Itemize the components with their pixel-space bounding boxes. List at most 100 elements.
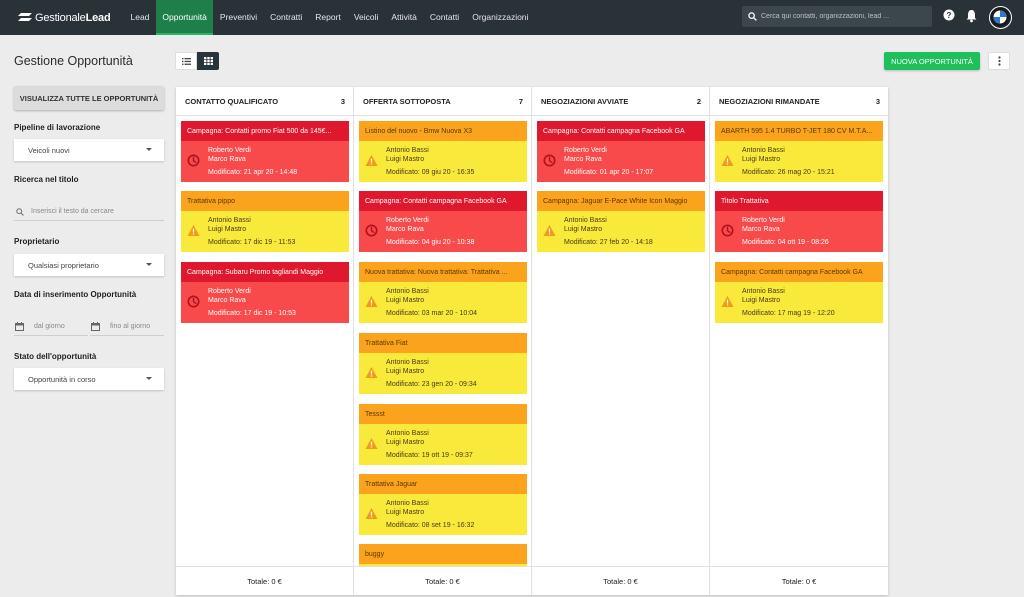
card-title[interactable]: Tessst — [359, 404, 527, 424]
clock-icon — [721, 224, 734, 237]
card-contact: Antonio Bassi — [564, 217, 607, 224]
card-contact: Roberto Verdi — [208, 147, 251, 154]
opportunity-card[interactable]: Campagna: Contatti campagna Facebook GA A… — [715, 262, 883, 323]
opportunity-card[interactable]: Campagna: Contatti campagna Facebook GA R… — [537, 121, 705, 182]
opportunity-card[interactable]: Campagna: Contatti campagna Facebook GA R… — [359, 191, 527, 252]
opportunity-card[interactable]: Campagna: Subaru Promo tagliandi Maggio R… — [181, 262, 349, 323]
nav-item-5[interactable]: Veicoli — [353, 12, 379, 22]
card-title[interactable]: Trattativa Jaguar — [359, 474, 527, 494]
opportunity-card[interactable]: Listino del nuovo - Bmw Nuova X3 Antonio … — [359, 121, 527, 182]
warning-icon — [721, 155, 734, 166]
kanban-board: CONTATTO QUALIFICATO 3 Campagna: Contatti … — [176, 87, 888, 595]
card-title[interactable]: Titolo Trattativa — [715, 191, 883, 211]
kanban-column: CONTATTO QUALIFICATO 3 Campagna: Contatti … — [176, 87, 354, 595]
show-all-opportunities-button[interactable]: VISUALIZZA TUTTE LE OPPORTUNITÀ — [14, 86, 164, 110]
search-icon — [748, 12, 757, 21]
card-title[interactable]: Campagna: Subaru Promo tagliandi Maggio — [181, 262, 349, 282]
card-title[interactable]: Nuova trattativa: Nuova trattativa: Trat… — [359, 262, 527, 282]
card-modified: Modificato: 17 mag 19 - 12:20 — [742, 310, 835, 317]
opportunity-card[interactable]: Tessst Antonio Bassi Luigi Mastro Modificat… — [359, 404, 527, 465]
help-icon[interactable]: ? — [943, 9, 955, 21]
title-search-field[interactable]: Inserisci il testo da cercare — [14, 203, 164, 221]
card-modified: Modificato: 09 giu 20 - 16:35 — [386, 169, 475, 176]
card-owner: Luigi Mastro — [742, 156, 781, 163]
top-navbar: GestionaleLead Lead Opportunità Preventivi… — [0, 0, 1024, 35]
date-to-field[interactable]: fino al giorno — [90, 318, 164, 336]
card-title[interactable]: Campagna: Contatti campagna Facebook GA — [715, 262, 883, 282]
kanban-column: OFFERTA SOTTOPOSTA 7 Listino del nuovo - B… — [354, 87, 532, 595]
card-modified: Modificato: 19 ott 19 - 09:37 — [386, 452, 473, 459]
nav-item-8[interactable]: Organizzazioni — [472, 12, 529, 22]
card-body: Antonio Bassi Luigi Mastro Modificato: 23 … — [359, 353, 527, 394]
card-title[interactable]: Listino del nuovo - Bmw Nuova X3 — [359, 121, 527, 141]
card-modified: Modificato: 08 set 19 - 16:32 — [386, 522, 475, 529]
card-owner: Marco Rava — [742, 226, 780, 233]
nav-item-3[interactable]: Contratti — [270, 12, 303, 22]
card-owner: Luigi Mastro — [386, 439, 425, 446]
grid-view-button[interactable] — [197, 52, 219, 70]
user-avatar[interactable] — [989, 6, 1012, 29]
opportunity-card[interactable]: buggy — [359, 544, 527, 566]
card-contact: Antonio Bassi — [386, 147, 429, 154]
new-opportunity-button[interactable]: NUOVA OPPORTUNITÀ — [884, 52, 980, 70]
opportunity-card[interactable]: Titolo Trattativa Roberto Verdi Marco Rava… — [715, 191, 883, 252]
card-body: Roberto Verdi Marco Rava Modificato: 01 ap… — [537, 141, 705, 182]
card-modified: Modificato: 01 apr 20 - 17:07 — [564, 169, 654, 176]
card-title[interactable]: Trattativa pippo — [181, 191, 349, 211]
pipeline-select[interactable]: Veicoli nuovi — [14, 139, 164, 161]
card-body: Roberto Verdi Marco Rava Modificato: 04 gi… — [359, 211, 527, 252]
card-title[interactable]: buggy — [359, 544, 527, 564]
nav-item-2[interactable]: Preventivi — [219, 12, 258, 22]
column-count: 2 — [696, 96, 701, 106]
search-icon — [16, 207, 24, 216]
warning-icon — [365, 367, 378, 378]
svg-text:?: ? — [947, 11, 952, 20]
pipeline-select-value: Veicoli nuovi — [28, 145, 70, 155]
opportunity-card[interactable]: Trattativa Fiat Antonio Bassi Luigi Mastro… — [359, 333, 527, 394]
card-body: Roberto Verdi Marco Rava Modificato: 17 di… — [181, 282, 349, 323]
column-count: 3 — [875, 96, 880, 106]
card-body: Antonio Bassi Luigi Mastro Modificato: 08 … — [359, 494, 527, 535]
brand-logo[interactable]: GestionaleLead — [18, 12, 124, 24]
date-from-field[interactable]: dal giorno — [14, 318, 88, 336]
opportunity-card[interactable]: Campagna: Contatti promo Fiat 500 da 145… — [181, 121, 349, 182]
state-select[interactable]: Opportunità in corso — [14, 368, 164, 390]
card-body: Antonio Bassi Luigi Mastro Modificato: 27 … — [537, 211, 705, 252]
nav-item-1[interactable]: Opportunità — [155, 0, 214, 35]
card-title[interactable]: Campagna: Contatti campagna Facebook GA — [537, 121, 705, 141]
opportunity-card[interactable]: Campagna: Jaguar E-Pace White Icon Maggi… — [537, 191, 705, 252]
card-title[interactable]: Trattativa Fiat — [359, 333, 527, 353]
filter-sidebar: VISUALIZZA TUTTE LE OPPORTUNITÀ Pipeline… — [14, 86, 164, 390]
opportunity-card[interactable]: ABARTH 595 1.4 TURBO T-JET 180 CV M.T.A.… — [715, 121, 883, 182]
nav-item-7[interactable]: Contatti — [429, 12, 460, 22]
more-options-button[interactable] — [988, 52, 1010, 70]
nav-item-0[interactable]: Lead — [130, 12, 150, 22]
bell-icon[interactable] — [965, 9, 978, 23]
opportunity-card[interactable]: Trattativa pippo Antonio Bassi Luigi Mastr… — [181, 191, 349, 252]
card-body: Antonio Bassi Luigi Mastro Modificato: 17 … — [715, 282, 883, 323]
chevron-down-icon — [146, 148, 152, 151]
card-modified: Modificato: 27 feb 20 - 14:18 — [564, 239, 653, 246]
nav-item-6[interactable]: Attività — [391, 12, 417, 22]
warning-icon — [365, 508, 378, 519]
state-select-value: Opportunità in corso — [28, 374, 96, 384]
global-search[interactable] — [742, 6, 932, 27]
list-view-button[interactable] — [175, 52, 197, 70]
opportunity-card[interactable]: Trattativa Jaguar Antonio Bassi Luigi Mast… — [359, 474, 527, 535]
card-modified: Modificato: 26 mag 20 - 15:21 — [742, 169, 835, 176]
card-title[interactable]: ABARTH 595 1.4 TURBO T-JET 180 CV M.T.A.… — [715, 121, 883, 141]
card-title[interactable]: Campagna: Contatti promo Fiat 500 da 145… — [181, 121, 349, 141]
card-title[interactable]: Campagna: Contatti campagna Facebook GA — [359, 191, 527, 211]
column-header: OFFERTA SOTTOPOSTA 7 — [354, 87, 531, 116]
page-title: Gestione Opportunità — [14, 54, 133, 68]
card-owner: Marco Rava — [208, 297, 246, 304]
owner-select[interactable]: Qualsiasi proprietario — [14, 254, 164, 276]
global-search-input[interactable] — [761, 13, 921, 20]
card-title[interactable]: Campagna: Jaguar E-Pace White Icon Maggi… — [537, 191, 705, 211]
card-modified: Modificato: 17 dic 19 - 11:53 — [208, 239, 296, 246]
nav-item-4[interactable]: Report — [315, 12, 341, 22]
title-search-placeholder: Inserisci il testo da cercare — [31, 208, 114, 215]
kanban-column: NEGOZIAZIONI AVVIATE 2 Campagna: Contatti … — [532, 87, 710, 595]
card-owner: Marco Rava — [564, 156, 602, 163]
opportunity-card[interactable]: Nuova trattativa: Nuova trattativa: Trat… — [359, 262, 527, 323]
